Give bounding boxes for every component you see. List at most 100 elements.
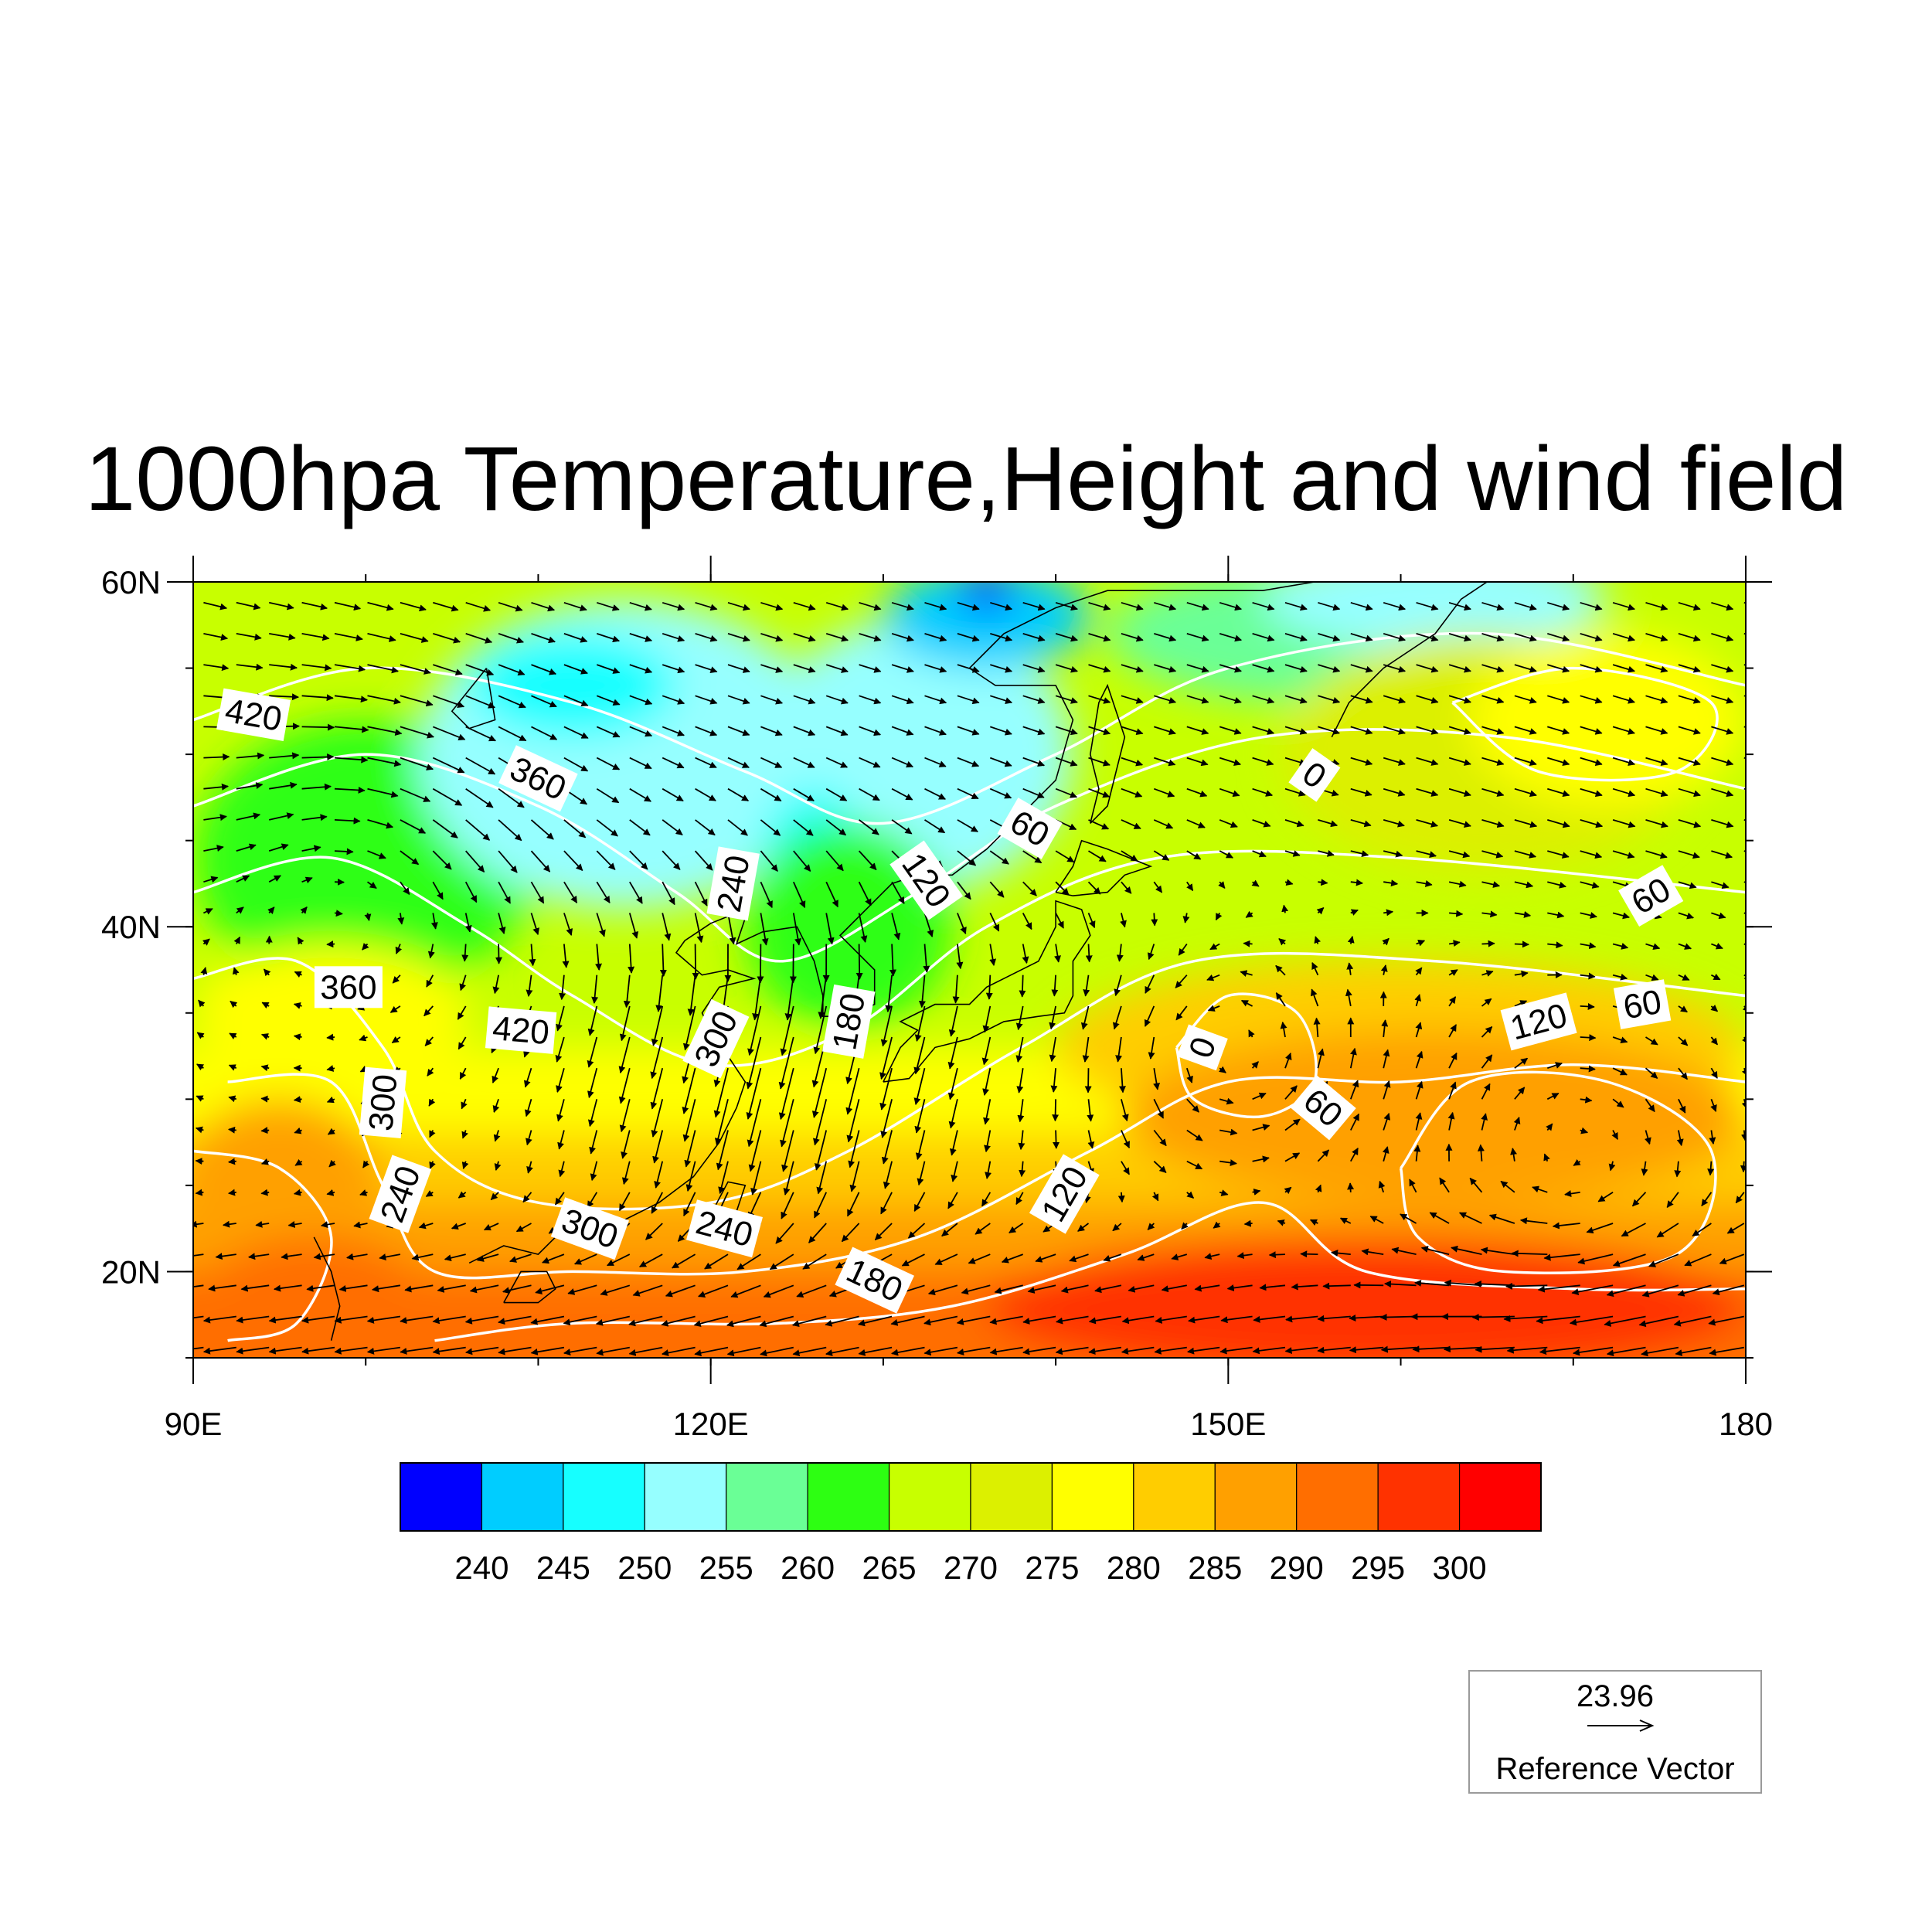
wind-vector [1586,1223,1614,1234]
wind-vector [495,944,502,964]
wind-vector [891,881,905,904]
wind-vector [1055,726,1078,736]
wind-vector [1207,1005,1220,1012]
wind-vector [269,601,294,611]
wind-vector [650,1067,664,1110]
wind-vector [1147,1223,1155,1230]
wind-vector [1121,1130,1131,1149]
wind-vector [645,1223,663,1240]
wind-vector [726,1315,761,1328]
wind-vector [563,601,587,611]
wind-vector [1188,1315,1220,1324]
wind-vector [1022,633,1046,642]
wind-vector [825,1315,859,1327]
wind-vector [1608,1161,1616,1172]
wind-vector [326,1096,335,1104]
wind-vector [682,1099,696,1142]
wind-vector [859,664,882,673]
wind-vector [1383,1080,1391,1100]
colorbar-label: 255 [699,1549,753,1586]
wind-vector [1311,961,1319,976]
wind-vector [1055,787,1078,798]
colorbar-swatch [726,1462,808,1532]
wind-vector [1219,1159,1237,1166]
wind-vector [1349,1113,1360,1131]
wind-vector [465,1346,499,1355]
wind-vector [334,726,369,733]
wind-vector [1606,1284,1646,1298]
wind-vector [193,1284,204,1288]
wind-vector [362,942,369,951]
wind-vector [196,1032,205,1039]
wind-vector [1416,880,1433,887]
wind-vector [1612,695,1635,704]
wind-vector [1514,1087,1526,1100]
contour-label: 300 [359,1066,407,1138]
reference-vector-box: 23.96 Reference Vector [1468,1670,1762,1794]
wind-vector [789,944,797,984]
wind-vector [1511,1250,1548,1257]
wind-vector [1019,975,1026,998]
wind-vector [1514,970,1529,978]
wind-vector [682,1067,696,1114]
wind-vector [1318,633,1341,642]
wind-vector [769,1253,794,1270]
wind-vector [1147,944,1155,961]
wind-vector [683,1192,696,1217]
wind-vector [230,1000,238,1009]
wind-vector [563,819,587,838]
wind-vector [890,1315,925,1326]
wind-vector [1448,664,1471,673]
wind-vector [1740,1161,1746,1173]
wind-vector [981,1036,992,1066]
wind-vector [587,1005,598,1036]
colorbar-label: 240 [454,1549,509,1586]
wind-vector [1448,695,1471,704]
wind-vector [1481,726,1505,735]
wind-vector [880,1192,893,1215]
wind-vector [1285,1315,1318,1323]
wind-vector [889,944,896,977]
wind-vector [760,913,769,946]
wind-vector [1469,1177,1483,1193]
wind-vector [714,1099,729,1145]
wind-vector [1481,633,1505,642]
wind-vector [957,1346,991,1355]
colorbar-label: 290 [1270,1549,1324,1586]
wind-vector [918,975,926,1009]
wind-vector [1219,695,1242,704]
wind-vector [1280,1021,1287,1038]
wind-vector [498,695,526,709]
wind-vector [334,601,362,611]
temperature-fill [193,582,1746,1358]
wind-vector [1085,944,1093,963]
wind-vector [203,633,229,641]
wind-vector [1547,941,1563,949]
height-contour-line [193,728,1746,963]
wind-vector [948,1099,958,1129]
wind-vector [260,1189,270,1196]
wind-vector [1022,944,1029,964]
wind-vector [400,850,420,866]
wind-vector [465,787,494,808]
wind-vector [825,601,849,611]
wind-vector [465,819,491,841]
wind-vector [1481,757,1505,766]
wind-vector [1415,1080,1423,1100]
wind-vector [203,664,230,672]
wind-vector [1743,726,1746,728]
wind-vector [326,1189,335,1196]
wind-vector [195,1189,204,1196]
wind-vector [1514,787,1537,798]
wind-vector [367,850,386,859]
wind-vector [727,726,750,736]
wind-vector [1383,601,1406,611]
wind-vector [651,1192,664,1214]
wind-vector [808,1223,827,1243]
wind-vector [563,1315,597,1326]
wind-vector [1743,633,1746,635]
wind-vector [1121,726,1144,736]
wind-vector [859,695,882,705]
wind-vector [437,1284,466,1293]
wind-vector [1546,1093,1560,1100]
